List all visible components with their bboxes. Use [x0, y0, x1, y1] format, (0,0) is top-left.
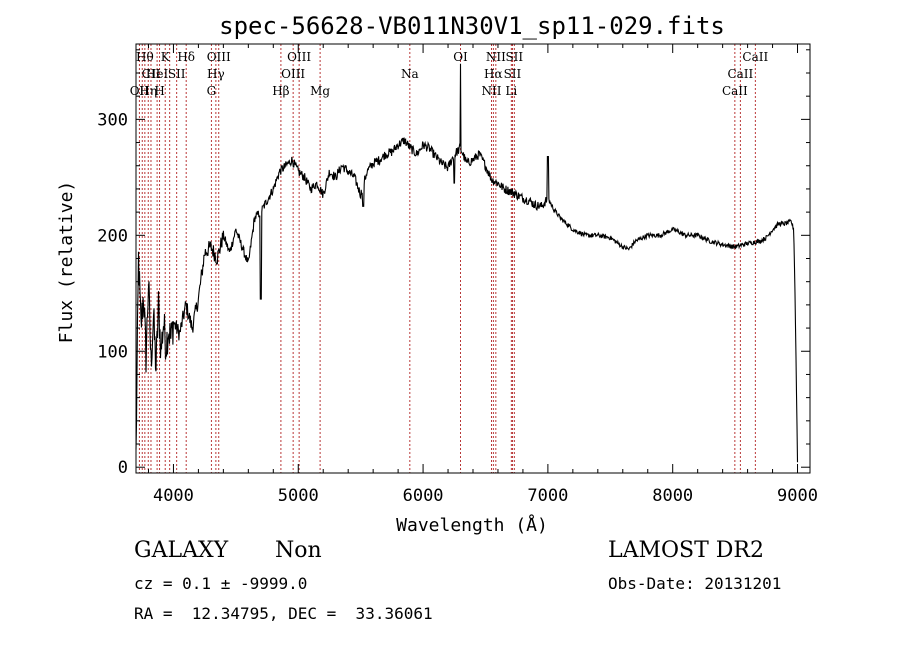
y-tick-label: 200 — [97, 226, 128, 246]
x-tick-label: 7000 — [527, 486, 568, 506]
survey-name: LAMOST DR2 — [608, 538, 764, 563]
plot-frame — [135, 43, 811, 474]
line-marker-label: SII — [504, 67, 522, 81]
line-marker-label: Hα — [484, 67, 503, 81]
line-marker-label: OIII — [207, 50, 231, 64]
line-marker-label: CII — [142, 67, 161, 81]
y-tick-label: 0 — [118, 458, 128, 478]
x-tick-label: 5000 — [278, 486, 319, 506]
x-tick-label: 8000 — [652, 486, 693, 506]
line-marker-label: Hη — [139, 84, 157, 98]
y-tick-label: 100 — [97, 342, 128, 362]
spectral-subclass: Non — [275, 538, 322, 563]
y-tick-label: 300 — [97, 110, 128, 130]
line-marker-label: SII — [168, 67, 186, 81]
line-marker-label: OIII — [287, 50, 311, 64]
line-marker-label: Li — [505, 84, 517, 98]
line-marker-label: OI — [453, 50, 468, 64]
y-axis-label: Flux (relative) — [56, 181, 77, 344]
x-tick-label: 9000 — [777, 486, 818, 506]
line-marker-label: OIII — [281, 67, 305, 81]
line-marker-label: OII — [130, 84, 150, 98]
line-marker-label: Hβ — [272, 84, 289, 98]
line-marker-label: SII — [505, 50, 523, 64]
spectral-class: GALAXY — [134, 538, 229, 563]
line-marker-label: CaII — [722, 84, 748, 98]
chart-title: spec-56628-VB011N30V1_sp11-029.fits — [219, 12, 725, 40]
line-marker-label: K — [161, 50, 171, 64]
x-tick-label: 4000 — [153, 486, 194, 506]
ra-dec: RA = 12.34795, DEC = 33.36061 — [134, 604, 433, 623]
line-marker-label: CaII — [727, 67, 753, 81]
line-marker-label: Na — [401, 67, 419, 81]
line-marker-label: NII — [481, 84, 501, 98]
line-marker-label: NII — [486, 50, 506, 64]
line-marker-label: Hθ — [136, 50, 154, 64]
line-marker-label: H — [154, 84, 164, 98]
x-tick-label: 6000 — [403, 486, 444, 506]
spectrum-line — [135, 63, 799, 463]
line-marker-label: HeI — [146, 67, 169, 81]
line-marker-label: G — [207, 84, 217, 98]
line-marker-label: CaII — [742, 50, 768, 64]
redshift-cz: cz = 0.1 ± -9999.0 — [134, 574, 308, 593]
observation-date: Obs-Date: 20131201 — [608, 574, 782, 593]
x-axis-label: Wavelength (Å) — [396, 514, 548, 536]
line-marker-label: Hγ — [207, 67, 225, 81]
line-marker-label: Hδ — [177, 50, 195, 64]
line-marker-label: Mg — [310, 84, 330, 98]
